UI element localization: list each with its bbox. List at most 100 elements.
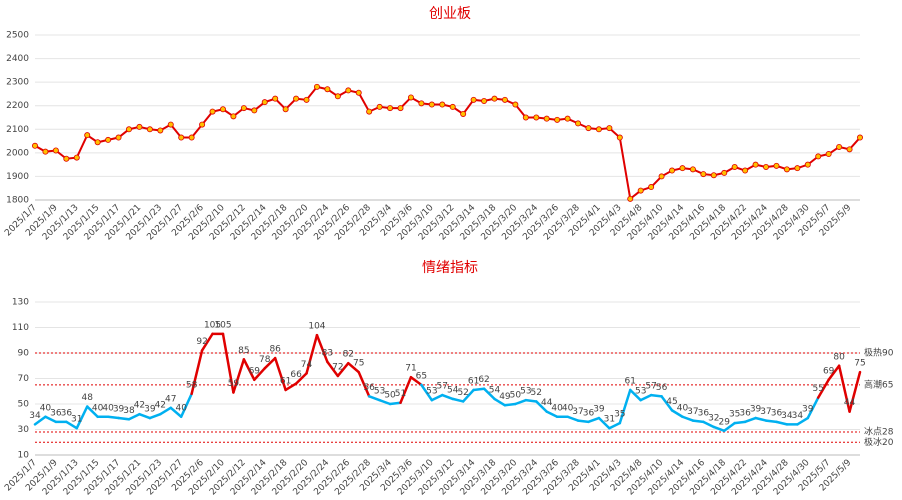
data-point [418, 100, 425, 107]
data-point [575, 120, 582, 127]
data-point [689, 166, 696, 173]
line-segment [284, 382, 298, 392]
data-point [679, 165, 686, 172]
data-label: 80 [833, 352, 845, 362]
line-segment [764, 419, 778, 424]
data-label: 42 [134, 401, 145, 411]
data-point [272, 95, 279, 102]
data-label: 36 [698, 408, 710, 418]
data-point [501, 96, 508, 103]
data-label: 36 [739, 408, 751, 418]
line-segment [816, 378, 830, 399]
data-point [366, 108, 373, 115]
data-label: 55 [813, 384, 824, 394]
line-segment [357, 370, 371, 398]
line-segment [587, 416, 601, 424]
data-point [125, 126, 132, 133]
line-segment [159, 406, 173, 416]
line-segment [629, 388, 642, 402]
data-label: 56 [363, 383, 375, 393]
data-point [794, 165, 801, 172]
line-segment [388, 401, 402, 406]
line-segment [294, 372, 308, 385]
data-point [836, 143, 843, 150]
line-segment [305, 333, 319, 375]
y-tick-label: 110 [12, 323, 29, 333]
data-point [115, 134, 122, 141]
y-tick-label: 2000 [6, 148, 29, 158]
data-point [387, 105, 394, 112]
data-point [178, 134, 185, 141]
data-point [52, 147, 59, 154]
data-label: 40 [562, 403, 574, 413]
line-segment [75, 405, 89, 430]
data-label: 86 [269, 345, 281, 355]
line-segment [743, 416, 757, 424]
data-point [585, 125, 592, 132]
data-point [428, 101, 435, 108]
data-point [857, 134, 864, 141]
data-label: 39 [593, 405, 605, 415]
data-label: 75 [353, 359, 364, 369]
line-segment [608, 421, 622, 430]
data-point [763, 163, 770, 170]
data-point [407, 94, 414, 101]
data-label: 56 [656, 383, 668, 393]
data-point [167, 121, 174, 128]
data-label: 31 [604, 415, 615, 425]
y-tick-label: 70 [18, 374, 30, 384]
data-label: 42 [155, 401, 166, 411]
line-segment [514, 398, 528, 406]
data-point [136, 123, 143, 130]
y-tick-label: 2500 [6, 31, 29, 41]
data-point [282, 106, 289, 113]
data-point [209, 108, 216, 115]
data-point [42, 148, 49, 155]
line-segment [566, 415, 580, 422]
y-tick-label: 90 [18, 349, 30, 359]
line-segment [190, 349, 204, 396]
data-point [700, 171, 707, 178]
data-label: 36 [50, 408, 62, 418]
data-label: 40 [102, 403, 114, 413]
line-segment [451, 397, 465, 403]
line-segment [33, 415, 47, 426]
line-segment [545, 410, 559, 418]
line-segment [796, 416, 810, 426]
data-point [157, 127, 164, 134]
y-tick-label: 50 [18, 400, 30, 410]
data-point [470, 96, 477, 103]
chart-title: 情绪指标 [422, 260, 478, 276]
data-point [449, 103, 456, 110]
data-label: 40 [175, 403, 187, 413]
line-segment [378, 398, 392, 406]
line-segment [639, 393, 653, 402]
data-label: 40 [92, 403, 104, 413]
data-label: 37 [572, 407, 583, 417]
reference-label: 极冰20 [864, 436, 894, 448]
data-label: 35 [614, 410, 625, 420]
line-segment [44, 415, 58, 424]
line-segment [263, 356, 277, 370]
data-label: 51 [395, 389, 406, 399]
line-segment [524, 398, 538, 403]
line-segment [670, 409, 684, 418]
data-label: 82 [343, 350, 354, 360]
line-segment [232, 358, 246, 394]
y-tick-label: 2300 [6, 78, 29, 88]
data-point [648, 184, 655, 191]
data-point [846, 146, 853, 153]
line-segment [597, 416, 611, 430]
data-point [293, 95, 300, 102]
y-tick-label: 2400 [6, 54, 29, 64]
y-tick-label: 2100 [6, 125, 29, 135]
data-point [481, 98, 488, 105]
data-point [105, 136, 112, 143]
line-segment [712, 425, 726, 433]
line-segment [733, 420, 747, 425]
data-label: 39 [113, 405, 125, 415]
line-segment [430, 393, 444, 402]
data-point [522, 114, 529, 121]
data-label: 105 [204, 320, 221, 330]
line-segment [399, 375, 413, 404]
